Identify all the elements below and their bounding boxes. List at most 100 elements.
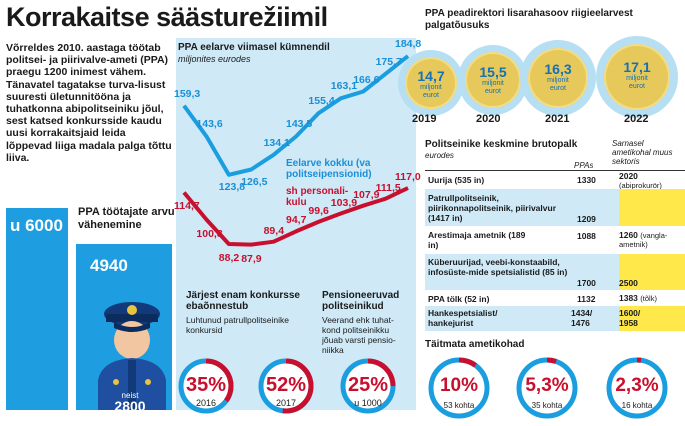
personnel-cost-value-label: 87,9 xyxy=(241,252,262,265)
table-row: Uurija (535 in) 1330 2020 (abiprokurör) xyxy=(425,170,685,190)
intro-paragraph-1: Võrreldes 2010. aastaga töötab politsei-… xyxy=(6,42,169,79)
ring-2-value: 52% xyxy=(265,374,307,396)
coin-2019-value: 14,7 xyxy=(417,68,445,84)
sub-heading-contests: Järjest enam konkursse ebaõnnestub xyxy=(186,290,300,312)
vacancy-2-label: 35 kohta xyxy=(531,401,563,410)
row-ppa: 1700 xyxy=(577,278,596,288)
row-market-value: 2500 xyxy=(619,278,638,288)
row-label: Patrullpolitseinik, piirikonnapolitseini… xyxy=(428,193,557,223)
row-label: Hankespetsialist/ hankejurist xyxy=(428,308,498,328)
vacancies-title: Täitmata ametikohad xyxy=(425,339,525,350)
salary-table-title: Politseinike keskmine brutopalk xyxy=(425,139,578,150)
row-market-note: (tõlk) xyxy=(640,294,657,303)
row-label: Küberuurijad, veebi-konstaabild, infosüs… xyxy=(428,257,568,277)
sub-text-contests: Luhtunud patrullpolitseinike konkursid xyxy=(186,315,290,335)
coin-2019-face: 14,7 miljonit eurot xyxy=(405,57,457,109)
personnel-cost-value-label: 107,9 xyxy=(353,188,380,201)
coin-2021-unit2: eurot xyxy=(550,85,566,92)
row-label: PPA tölk (52 in) xyxy=(428,294,490,304)
coin-2020-unit1: miljonit xyxy=(482,80,504,87)
ring-1-label: 2016 xyxy=(195,398,217,408)
budget-total-value-label: 143,5 xyxy=(286,118,313,131)
ring-3-label: u 1000 xyxy=(354,398,382,408)
row-ppa: 1330 xyxy=(577,175,596,185)
sub-text-pension: Veerand ehk tuhat-kond politseinikku jõu… xyxy=(322,315,396,355)
budget-total-value-label: 175,7 xyxy=(375,55,402,68)
row-label: Uurija (535 in) xyxy=(428,175,485,185)
ring-2: 52% 2017 xyxy=(256,356,316,416)
budget-total-line xyxy=(182,54,410,177)
personnel-cost-value-label: 111,5 xyxy=(375,181,401,194)
coin-2022-face: 17,1 miljonit eurot xyxy=(604,44,670,110)
coin-2021-value: 16,3 xyxy=(544,61,572,77)
table-row: Hankespetsialist/ hankejurist 1434/ 1476… xyxy=(425,306,685,331)
coin-2021-face: 16,3 miljonit eurot xyxy=(528,48,588,108)
headcount-before-label: u 6000 xyxy=(10,216,63,235)
officer-caption: neist 2800 xyxy=(104,391,156,414)
column-header-market: Sarnasel ametikohal muus sektoris xyxy=(612,139,673,166)
vacancy-1: 10% 53 kohta xyxy=(426,355,492,421)
vacancy-3-label: 16 kohta xyxy=(621,401,653,410)
personnel-cost-value-label: 99,6 xyxy=(308,204,329,217)
sub-panel-pension: Pensioneeruvad politseinikud Veerand ehk… xyxy=(322,290,412,355)
coin-2021-year: 2021 xyxy=(545,113,570,125)
coin-2020-unit2: eurot xyxy=(485,88,501,95)
row-market-value: 1383 xyxy=(619,293,638,303)
budget-total-value-label: 166,6 xyxy=(353,73,380,86)
ring-1: 35% 2016 xyxy=(176,356,236,416)
salary-table-subtitle: eurodes xyxy=(425,151,454,160)
budget-total-value-label: 184,8 xyxy=(395,38,422,51)
headcount-after-label: 4940 xyxy=(90,256,128,275)
row-market: 2020 (abiprokurör) xyxy=(619,172,662,191)
ring-3-chart xyxy=(340,358,396,414)
row-market-value: 1260 xyxy=(619,230,638,240)
coin-2021-unit1: miljonit xyxy=(547,77,569,84)
headcount-title: PPA töötajate arvu vähenemine xyxy=(78,206,175,231)
coin-2019-unit2: eurot xyxy=(423,92,439,99)
legend-blue: Eelarve kokku (va politseipensionid) xyxy=(286,158,372,180)
budget-total-value-label: 126,5 xyxy=(241,175,268,188)
row-market: 1383 (tõlk) xyxy=(619,293,657,304)
vacancy-2-value: 5,3% xyxy=(525,375,569,396)
budget-total-value-label: 163,1 xyxy=(330,80,358,93)
personnel-cost-value-label: 94,7 xyxy=(286,214,307,227)
coin-2020-year: 2020 xyxy=(476,113,501,125)
coin-2022: 17,1 miljonit eurot xyxy=(596,36,678,118)
vacancy-1-value: 10% xyxy=(439,375,479,396)
coin-2020: 15,5 miljonit eurot xyxy=(458,45,528,115)
coin-2019-year: 2019 xyxy=(412,113,437,125)
sub-heading-pension: Pensioneeruvad politseinikud xyxy=(322,290,400,312)
personnel-cost-value-label: 100,8 xyxy=(196,227,223,240)
personnel-cost-value-label: 114,7 xyxy=(174,200,200,213)
vacancy-3-value: 2,3% xyxy=(615,375,659,396)
budget-chart-title: PPA eelarve viimasel kümnendil xyxy=(178,42,330,53)
row-market: 1260 (vangla-ametnik) xyxy=(619,230,685,250)
salary-title: PPA peadirektori lisarahasoov riigieelar… xyxy=(425,8,633,31)
coin-2022-value: 17,1 xyxy=(623,59,651,75)
table-row: Küberuurijad, veebi-konstaabild, infosüs… xyxy=(425,254,685,290)
row-market-box xyxy=(619,189,685,226)
personnel-cost-value-label: 89,4 xyxy=(263,224,285,237)
coin-2020-value: 15,5 xyxy=(479,64,507,80)
officer-caption-value: 2800 xyxy=(114,398,146,414)
ring-3: 25% u 1000 xyxy=(338,356,398,416)
headcount-bar-before: u 6000 xyxy=(6,208,68,410)
budget-total-value-label: 155,4 xyxy=(308,95,335,108)
row-ppa: 1088 xyxy=(577,231,596,241)
personnel-cost-value-label: 117,0 xyxy=(395,171,421,184)
row-market-value: 1600/ 1958 xyxy=(619,308,641,328)
vacancy-1-ring xyxy=(428,357,490,419)
table-row: Patrullpolitseinik, piirikonnapolitseini… xyxy=(425,189,685,226)
coin-2019-unit1: miljonit xyxy=(420,84,442,91)
legend-red: sh personali-kulu xyxy=(286,186,349,208)
page-title: Korrakaitse säästurežiimil xyxy=(6,2,328,32)
officer-caption-label: neist xyxy=(121,391,139,400)
row-ppa: 1434/ 1476 xyxy=(571,308,593,328)
personnel-cost-value-label: 88,2 xyxy=(218,252,240,265)
row-market-box: 1600/ 1958 xyxy=(619,306,685,331)
budget-total-value-label: 159,3 xyxy=(174,87,201,100)
vacancy-2: 5,3% 35 kohta xyxy=(514,355,580,421)
intro-paragraph-2: Tänavatel tagatakse turva-lisust suurest… xyxy=(6,78,172,164)
budget-chart-subtitle: miljonites eurodes xyxy=(178,54,251,64)
coin-2019: 14,7 miljonit eurot xyxy=(398,50,464,116)
